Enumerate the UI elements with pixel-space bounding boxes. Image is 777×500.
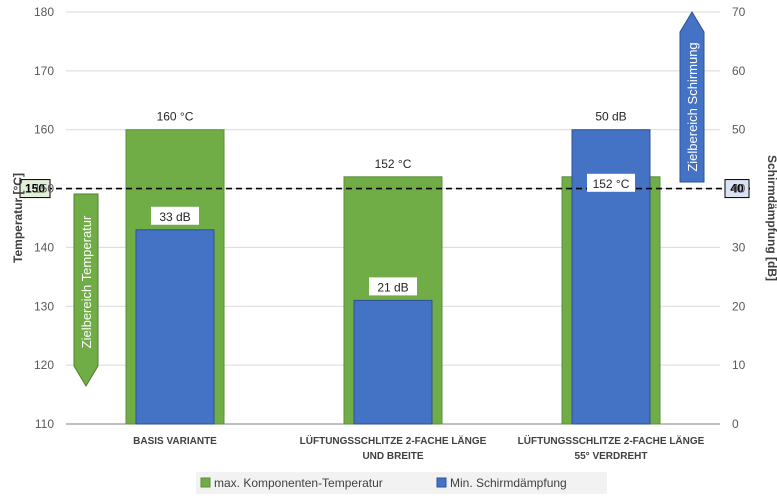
reference-label-left: 150 (25, 182, 45, 196)
data-label-background (151, 206, 199, 225)
data-label-background (369, 277, 417, 296)
legend-background (196, 472, 607, 494)
legend-label: max. Komponenten-Temperatur (214, 476, 383, 490)
y-left-tick-label: 110 (35, 417, 54, 431)
reference-badge-right (724, 179, 750, 199)
y-right-tick-label: 20 (732, 299, 746, 313)
y-left-tick-label: 170 (34, 64, 54, 78)
shielding-bar (135, 229, 215, 425)
data-label: 152 °C (593, 177, 630, 191)
reference-badge-left (19, 179, 51, 199)
arrow-down-icon (73, 193, 99, 387)
x-category-label: 55° VERDREHT (575, 451, 648, 462)
target-temperature-label: Zielbereich Temperatur (79, 215, 94, 348)
shielding-bar (353, 299, 433, 425)
x-category-label: BASIS VARIANTE (133, 436, 217, 447)
legend-swatch (200, 477, 211, 488)
y-left-tick-label: 120 (34, 358, 54, 372)
data-label: 33 dB (159, 210, 190, 224)
y-right-tick-label: 60 (732, 64, 746, 78)
axes: 110 120 130 140 150 160 170 180 0 10 20 30 40 50 60 70 T… (11, 5, 777, 462)
x-category-label: UND BREITE (362, 451, 423, 462)
data-label: 160 °C (157, 110, 194, 124)
y-right-tick-label: 50 (732, 123, 746, 137)
y-right-tick-label: 30 (732, 240, 746, 254)
data-labels: 160 °C 152 °C 152 °C 33 dB 21 dB 50 dB (151, 106, 635, 296)
arrow-up-icon (679, 11, 705, 183)
y-right-tick-label: 10 (732, 358, 746, 372)
shielding-bars (135, 129, 651, 425)
y-right-tick-label: 0 (732, 417, 739, 431)
y-left-axis-title: Temperatur [°C] (11, 173, 25, 263)
data-label: 21 dB (377, 280, 408, 294)
legend-swatch (436, 477, 447, 488)
legend: max. Komponenten-Temperatur Min. Schirmdä… (196, 472, 607, 494)
data-label-background (587, 173, 635, 192)
data-label-background (151, 106, 199, 125)
y-left-tick-label: 150 (34, 182, 54, 196)
y-left-tick-label: 140 (34, 240, 54, 254)
x-category-label: LÜFTUNGSSCHLITZE 2-FACHE LÄNGE (518, 434, 705, 447)
y-right-tick-label: 70 (732, 5, 746, 19)
y-right-axis-title: Schirmdämpfung [dB] (765, 155, 777, 281)
target-shielding-label: Zielbereich Schirmung (685, 42, 700, 171)
data-label-background (369, 153, 417, 172)
x-category-label: LÜFTUNGSSCHLITZE 2-FACHE LÄNGE (300, 434, 487, 447)
reference-label-right: 40 (730, 182, 744, 196)
y-right-tick-label: 40 (732, 182, 746, 196)
legend-label: Min. Schirmdämpfung (450, 476, 567, 490)
target-arrows: Zielbereich Temperatur Zielbereich Schirm… (73, 11, 705, 387)
y-left-tick-label: 160 (34, 123, 54, 137)
y-left-tick-label: 130 (34, 299, 54, 313)
data-label: 50 dB (595, 110, 626, 124)
y-left-tick-label: 180 (34, 5, 54, 19)
data-label: 152 °C (375, 157, 412, 171)
